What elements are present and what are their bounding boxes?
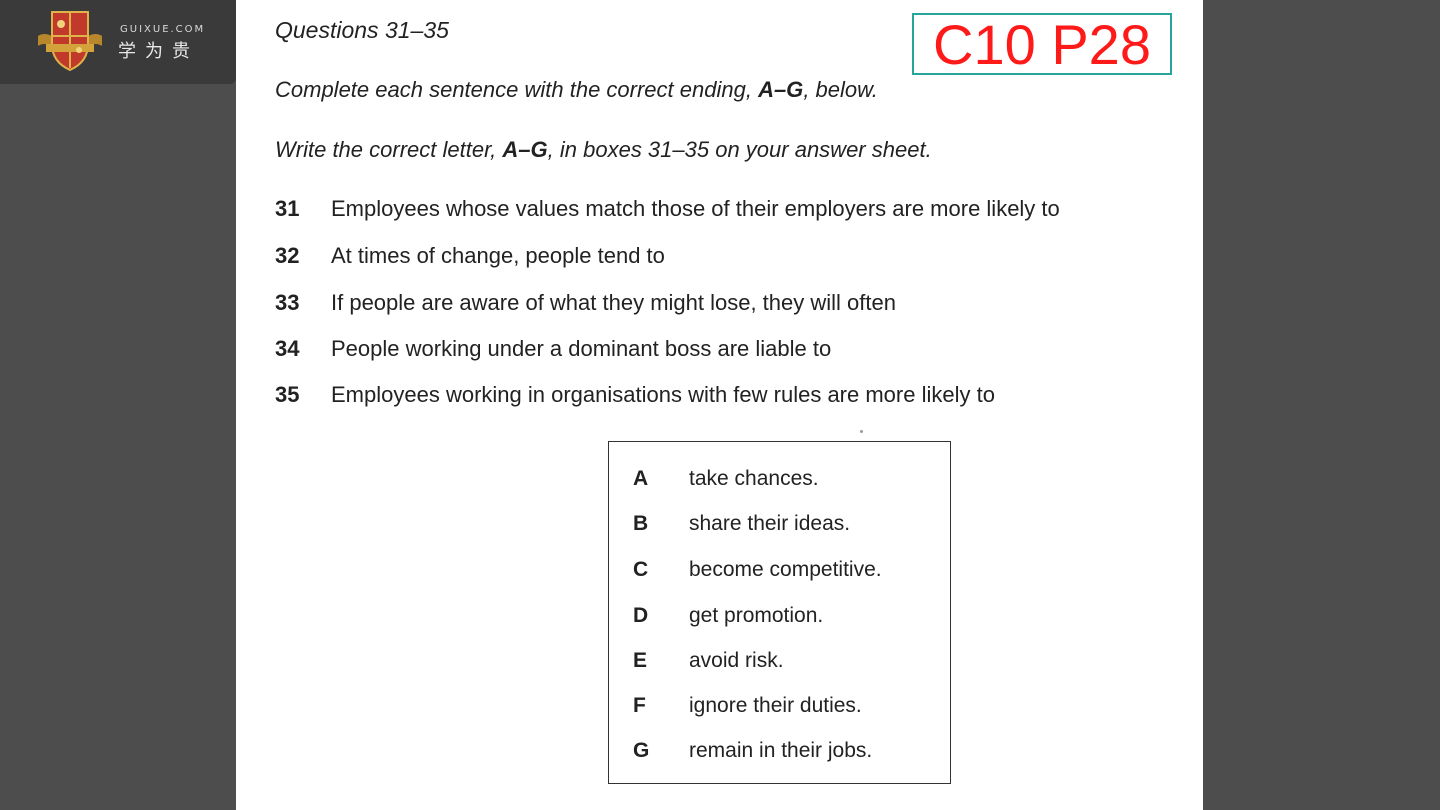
question-row: 32 At times of change, people tend to	[275, 243, 665, 269]
logo-chinese-text: 学为贵	[118, 41, 199, 62]
option-letter: C	[633, 558, 649, 581]
speck-dot	[860, 430, 863, 433]
option-letter: B	[633, 512, 649, 535]
instruction-1-bold: A–G	[758, 77, 804, 102]
option-text: take chances.	[689, 467, 819, 490]
question-text: People working under a dominant boss are…	[331, 336, 832, 361]
question-number: 32	[275, 243, 300, 268]
instruction-line-1: Complete each sentence with the correct …	[275, 77, 878, 103]
question-row: 35 Employees working in organisations wit…	[275, 382, 995, 408]
crest-logo-icon	[38, 11, 102, 72]
option-letter: F	[633, 694, 646, 717]
option-letter: E	[633, 649, 648, 672]
logo-domain-text: GUIXUE.COM	[120, 24, 206, 35]
option-text: ignore their duties.	[689, 694, 862, 717]
instruction-2-bold: A–G	[502, 137, 548, 162]
question-number: 35	[275, 382, 300, 407]
question-number: 31	[275, 196, 300, 221]
logo-bar: GUIXUE.COM 学为贵	[0, 0, 236, 84]
instruction-2-post: , in boxes 31–35 on your answer sheet.	[547, 137, 932, 162]
instruction-1-post: , below.	[803, 77, 878, 102]
question-row: 31 Employees whose values match those of …	[275, 196, 1060, 222]
option-text: get promotion.	[689, 604, 824, 627]
question-text: At times of change, people tend to	[331, 243, 665, 268]
question-row: 33 If people are aware of what they might…	[275, 290, 896, 316]
question-text: If people are aware of what they might l…	[331, 290, 896, 315]
option-text: avoid risk.	[689, 649, 784, 672]
instruction-1-pre: Complete each sentence with the correct …	[275, 77, 759, 102]
option-text: remain in their jobs.	[689, 739, 873, 762]
instruction-2-pre: Write the correct letter,	[275, 137, 503, 162]
questions-heading: Questions 31–35	[275, 17, 449, 43]
reference-tag: C10 P28	[912, 13, 1172, 75]
question-number: 34	[275, 336, 300, 361]
question-text: Employees working in organisations with …	[331, 382, 995, 407]
option-letter: G	[633, 739, 650, 762]
instruction-line-2: Write the correct letter, A–G, in boxes …	[275, 137, 932, 163]
option-letter: A	[633, 467, 649, 490]
question-row: 34 People working under a dominant boss a…	[275, 336, 831, 362]
question-text: Employees whose values match those of th…	[331, 196, 1060, 221]
option-text: become competitive.	[689, 558, 882, 581]
option-text: share their ideas.	[689, 512, 851, 535]
question-number: 33	[275, 290, 300, 315]
option-letter: D	[633, 604, 649, 627]
